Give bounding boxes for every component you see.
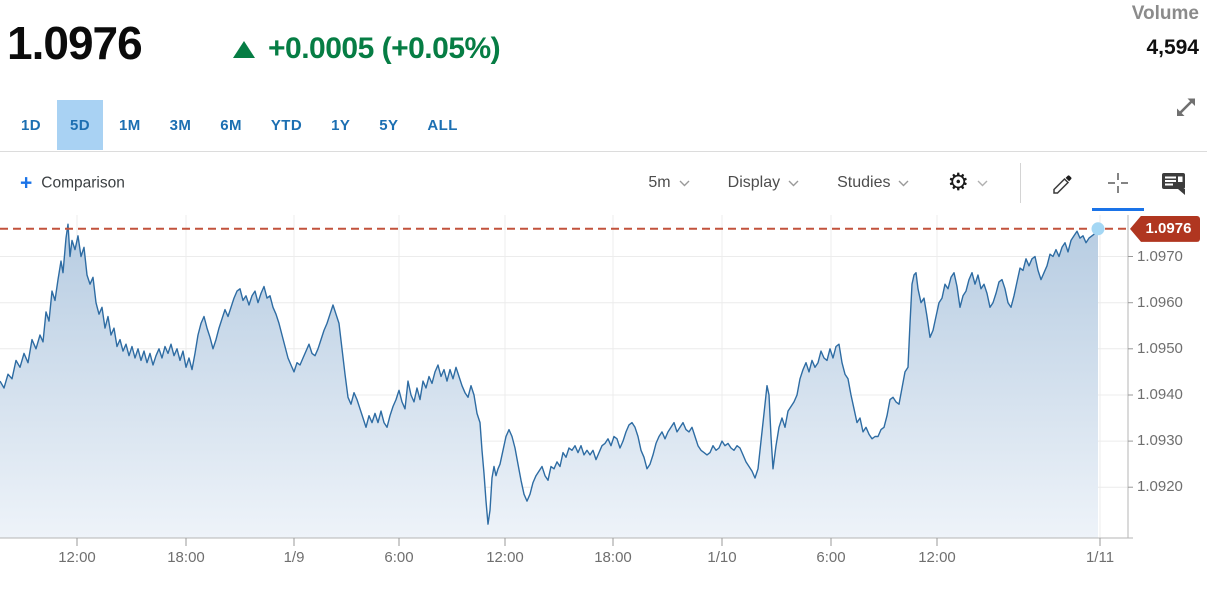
x-axis-label: 12:00 xyxy=(58,549,96,566)
range-tab-ytd[interactable]: YTD xyxy=(258,100,315,150)
last-price-badge: 1.0976 xyxy=(1130,215,1200,242)
y-axis-label: 1.0970 xyxy=(1137,247,1183,265)
settings-dropdown[interactable]: ⚙ xyxy=(941,170,994,196)
y-axis-label: 1.0920 xyxy=(1137,478,1183,496)
expand-button[interactable] xyxy=(1171,92,1201,125)
active-tool-indicator xyxy=(1092,208,1144,211)
range-tab-all[interactable]: ALL xyxy=(414,100,470,150)
news-icon xyxy=(1162,172,1185,195)
volume-label: Volume xyxy=(1131,3,1199,24)
x-axis-label: 1/10 xyxy=(707,549,737,566)
news-toggle-button[interactable] xyxy=(1159,169,1191,198)
comparison-label: Comparison xyxy=(41,174,125,191)
range-tabs: 1D 5D 1M 3M 6M YTD 1Y 5Y ALL xyxy=(0,98,1207,152)
x-axis-label: 1/9 xyxy=(283,549,305,566)
volume-block: Volume 4,594 xyxy=(1132,3,1199,60)
price-change-text: +0.0005 (+0.05%) xyxy=(268,32,501,65)
x-axis-label: 6:00 xyxy=(384,549,414,566)
range-tab-5y[interactable]: 5Y xyxy=(366,100,411,150)
chevron-down-icon xyxy=(898,180,909,186)
interval-dropdown[interactable]: 5m xyxy=(642,173,695,193)
chart-area[interactable]: 1.0976 1.0970 1.0960 1.0950 1.0940 1.0930 1.0… xyxy=(0,215,1207,613)
x-axis-label: 18:00 xyxy=(594,549,632,566)
range-tab-5d[interactable]: 5D xyxy=(56,100,103,150)
y-axis-label: 1.0960 xyxy=(1137,293,1183,311)
x-axis-label: 1/11 xyxy=(1085,549,1115,566)
interval-label: 5m xyxy=(648,174,671,191)
last-price-badge-text: 1.0976 xyxy=(1145,220,1192,238)
chart-toolbar: + Comparison 5m Display Studies ⚙ xyxy=(0,152,1207,214)
range-tab-6m[interactable]: 6M xyxy=(207,100,255,150)
pencil-icon xyxy=(1053,175,1072,194)
comparison-button[interactable]: + Comparison xyxy=(14,172,131,195)
range-tab-3m[interactable]: 3M xyxy=(157,100,205,150)
toolbar-tools: 5m Display Studies ⚙ xyxy=(642,152,1191,214)
chevron-down-icon xyxy=(679,180,690,186)
range-tab-1m[interactable]: 1M xyxy=(106,100,154,150)
gear-icon: ⚙ xyxy=(947,169,969,196)
current-price-dot xyxy=(1091,222,1105,236)
display-dropdown[interactable]: Display xyxy=(722,173,805,193)
studies-label: Studies xyxy=(837,174,891,191)
crosshair-icon xyxy=(1108,173,1128,193)
x-axis-label: 6:00 xyxy=(816,549,846,566)
price-value: 1.0976 xyxy=(7,17,143,69)
price-change: +0.0005 (+0.05%) xyxy=(233,32,501,66)
price-line xyxy=(0,223,1099,525)
toolbar-divider xyxy=(1020,163,1021,203)
draw-tool-button[interactable] xyxy=(1047,168,1077,198)
range-tab-1y[interactable]: 1Y xyxy=(318,100,363,150)
area-fill xyxy=(0,224,1098,538)
range-tab-1d[interactable]: 1D xyxy=(8,100,54,150)
plus-icon: + xyxy=(20,171,33,195)
chevron-down-icon xyxy=(788,180,799,186)
x-axis-label: 18:00 xyxy=(167,549,205,566)
chevron-down-icon xyxy=(977,180,988,186)
crosshair-tool-button[interactable] xyxy=(1092,168,1144,211)
x-axis-label: 12:00 xyxy=(486,549,524,566)
display-label: Display xyxy=(727,174,781,191)
range-tabs-list: 1D 5D 1M 3M 6M YTD 1Y 5Y ALL xyxy=(0,100,1207,150)
volume-value: 4,594 xyxy=(1146,36,1199,59)
quote-header: 1.0976 +0.0005 (+0.05%) Volume 4,594 xyxy=(0,0,1207,96)
up-triangle-icon xyxy=(233,40,255,58)
studies-dropdown[interactable]: Studies xyxy=(831,173,915,193)
expand-icon xyxy=(1177,98,1195,116)
y-axis-label: 1.0930 xyxy=(1137,432,1183,450)
price-chart xyxy=(0,215,1133,546)
y-axis-label: 1.0950 xyxy=(1137,339,1183,357)
x-axis-label: 12:00 xyxy=(918,549,956,566)
y-axis-label: 1.0940 xyxy=(1137,385,1183,403)
